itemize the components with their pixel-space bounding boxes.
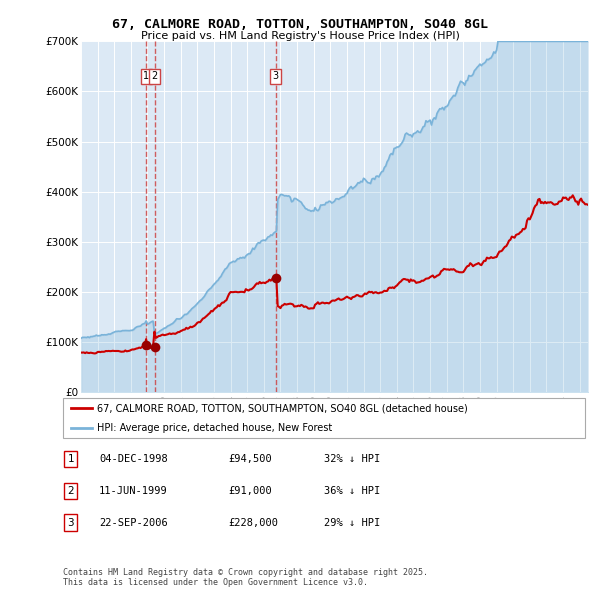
Text: 2: 2	[67, 486, 74, 496]
Text: Price paid vs. HM Land Registry's House Price Index (HPI): Price paid vs. HM Land Registry's House …	[140, 31, 460, 41]
Text: 36% ↓ HPI: 36% ↓ HPI	[324, 486, 380, 496]
Text: 3: 3	[67, 518, 74, 527]
Text: Contains HM Land Registry data © Crown copyright and database right 2025.
This d: Contains HM Land Registry data © Crown c…	[63, 568, 428, 587]
Text: 32% ↓ HPI: 32% ↓ HPI	[324, 454, 380, 464]
Text: 22-SEP-2006: 22-SEP-2006	[99, 518, 168, 527]
Text: 2: 2	[152, 71, 158, 81]
Text: 3: 3	[273, 71, 279, 81]
Text: 67, CALMORE ROAD, TOTTON, SOUTHAMPTON, SO40 8GL (detached house): 67, CALMORE ROAD, TOTTON, SOUTHAMPTON, S…	[97, 404, 467, 414]
Text: 29% ↓ HPI: 29% ↓ HPI	[324, 518, 380, 527]
Text: 67, CALMORE ROAD, TOTTON, SOUTHAMPTON, SO40 8GL: 67, CALMORE ROAD, TOTTON, SOUTHAMPTON, S…	[112, 18, 488, 31]
Text: 1: 1	[67, 454, 74, 464]
Text: HPI: Average price, detached house, New Forest: HPI: Average price, detached house, New …	[97, 423, 332, 432]
FancyBboxPatch shape	[63, 398, 585, 438]
Text: 04-DEC-1998: 04-DEC-1998	[99, 454, 168, 464]
Text: 11-JUN-1999: 11-JUN-1999	[99, 486, 168, 496]
Text: £91,000: £91,000	[228, 486, 272, 496]
Text: 1: 1	[143, 71, 149, 81]
Text: £94,500: £94,500	[228, 454, 272, 464]
Text: £228,000: £228,000	[228, 518, 278, 527]
